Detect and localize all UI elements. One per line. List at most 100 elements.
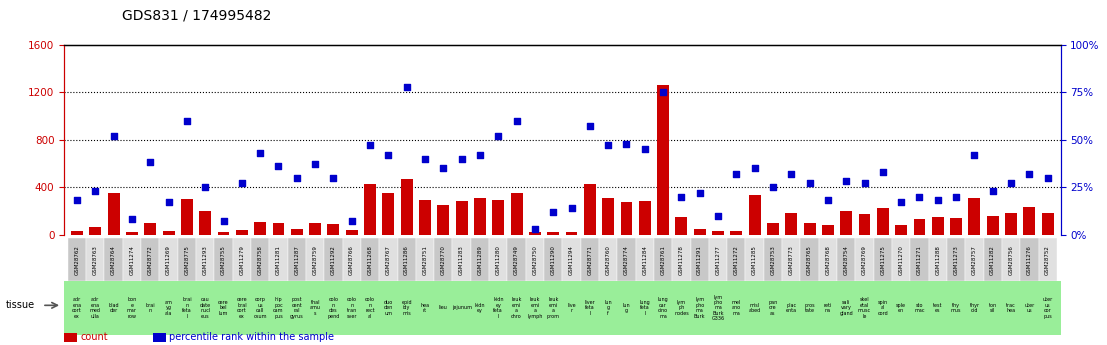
Bar: [544, 238, 562, 281]
Point: [654, 89, 672, 95]
Text: thyr
oid: thyr oid: [970, 303, 980, 313]
Text: GSM11281: GSM11281: [276, 245, 281, 275]
Text: adr
ena
med
ulla: adr ena med ulla: [90, 297, 101, 318]
Text: lun
g
f: lun g f: [604, 300, 612, 316]
Text: hip
poc
cam
pus: hip poc cam pus: [273, 297, 283, 318]
Bar: [965, 238, 984, 281]
Text: lym
pho
ma
Burk
G336: lym pho ma Burk G336: [712, 295, 725, 321]
Text: GSM28750: GSM28750: [532, 245, 537, 275]
Bar: [68, 238, 86, 281]
Text: GSM28759: GSM28759: [312, 245, 318, 275]
Bar: [602, 198, 614, 235]
Text: GSM28749: GSM28749: [514, 245, 519, 275]
Bar: [215, 238, 232, 281]
Bar: [969, 198, 981, 235]
Point: [69, 198, 86, 203]
Text: GSM28751: GSM28751: [423, 245, 427, 275]
Bar: [654, 238, 672, 281]
Bar: [255, 221, 266, 235]
Bar: [71, 231, 83, 235]
Text: leuk
emi
a
chro: leuk emi a chro: [511, 297, 521, 318]
Bar: [489, 238, 507, 281]
Text: GSM11278: GSM11278: [679, 245, 684, 275]
Text: colo
n
des
pend: colo n des pend: [328, 297, 340, 318]
Bar: [178, 238, 196, 281]
Text: GSM11272: GSM11272: [734, 245, 738, 275]
Text: adr
ena
cort
ex: adr ena cort ex: [72, 297, 82, 318]
Bar: [269, 238, 288, 281]
Bar: [840, 211, 852, 235]
Point: [875, 169, 892, 175]
Text: GSM28757: GSM28757: [972, 245, 977, 275]
Bar: [745, 238, 764, 281]
Point: [324, 175, 342, 180]
Text: lun
g: lun g: [622, 303, 630, 313]
Bar: [913, 219, 925, 235]
Text: plac
enta: plac enta: [786, 303, 797, 313]
Text: misl
abed: misl abed: [748, 303, 761, 313]
Point: [215, 219, 232, 224]
Bar: [218, 232, 229, 235]
Bar: [144, 223, 156, 235]
Text: count: count: [81, 332, 108, 342]
Text: GSM11286: GSM11286: [404, 245, 410, 275]
Bar: [104, 238, 123, 281]
Text: GSM28755: GSM28755: [221, 245, 226, 275]
Point: [123, 217, 141, 222]
Text: jejunum: jejunum: [452, 305, 472, 310]
Bar: [126, 232, 138, 235]
Bar: [474, 198, 486, 235]
Point: [948, 194, 965, 199]
Text: test
es: test es: [933, 303, 942, 313]
Point: [526, 226, 544, 232]
Bar: [380, 238, 397, 281]
Bar: [950, 218, 962, 235]
Text: GSM11274: GSM11274: [130, 245, 134, 275]
Bar: [90, 227, 102, 235]
Bar: [456, 201, 467, 235]
Text: sali
vary
gland: sali vary gland: [839, 300, 853, 316]
Bar: [599, 238, 618, 281]
Text: skel
etal
musc
le: skel etal musc le: [858, 297, 871, 318]
Bar: [800, 238, 819, 281]
Text: uter
us: uter us: [1024, 303, 1035, 313]
Text: GSM28767: GSM28767: [386, 245, 391, 275]
Point: [911, 194, 929, 199]
Text: thy
mus: thy mus: [951, 303, 961, 313]
Text: GSM11270: GSM11270: [899, 245, 903, 275]
Text: GSM28766: GSM28766: [349, 245, 354, 275]
Bar: [251, 238, 269, 281]
Text: pan
cre
as: pan cre as: [768, 300, 777, 316]
Bar: [470, 238, 489, 281]
Bar: [1023, 207, 1035, 235]
Text: GSM11269: GSM11269: [166, 245, 172, 275]
Bar: [196, 238, 215, 281]
Text: corp
us
call
osum: corp us call osum: [254, 297, 267, 318]
Text: thal
amu
s: thal amu s: [310, 300, 321, 316]
Bar: [986, 216, 999, 235]
Bar: [566, 232, 578, 235]
Point: [434, 166, 452, 171]
Point: [783, 171, 800, 177]
Bar: [892, 238, 910, 281]
Text: GSM11293: GSM11293: [203, 245, 208, 275]
Bar: [823, 225, 834, 235]
Bar: [493, 200, 504, 235]
Point: [929, 198, 946, 203]
Text: GSM11284: GSM11284: [642, 245, 648, 275]
Bar: [708, 238, 727, 281]
Bar: [199, 211, 211, 235]
Point: [618, 141, 635, 146]
Point: [727, 171, 745, 177]
Text: reti
na: reti na: [824, 303, 832, 313]
Text: cau
date
nucl
eus: cau date nucl eus: [199, 297, 210, 318]
Text: GSM11276: GSM11276: [1027, 245, 1032, 275]
Text: GSM11268: GSM11268: [368, 245, 373, 275]
Text: GSM28760: GSM28760: [606, 245, 611, 275]
Point: [361, 142, 379, 148]
Text: GSM28775: GSM28775: [185, 245, 189, 275]
Text: colo
n
rect
al: colo n rect al: [365, 297, 375, 318]
Bar: [785, 213, 797, 235]
Text: lym
pho
ma
Burk: lym pho ma Burk: [694, 297, 705, 318]
Bar: [731, 231, 743, 235]
